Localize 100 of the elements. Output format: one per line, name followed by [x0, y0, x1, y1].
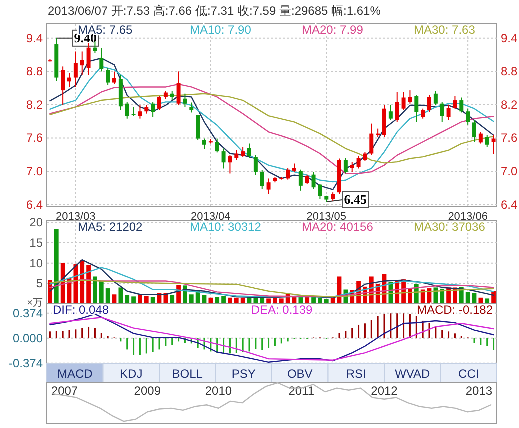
candlestick: [100, 48, 104, 72]
candlestick: [241, 146, 246, 158]
candlestick: [125, 102, 130, 120]
candlestick: [112, 71, 116, 85]
bar: [273, 298, 278, 304]
candlestick: [222, 148, 226, 170]
candlestick: [86, 42, 91, 76]
y2-tick-label: 7.0: [501, 164, 518, 179]
x-tick-label: 2010: [205, 384, 232, 398]
y-tick-label: 7.6: [26, 131, 44, 146]
x-tick-label: 2013/04: [191, 211, 231, 223]
bar: [279, 298, 284, 304]
text: KDJ: [120, 367, 143, 381]
x-tick-label: 2013/03: [56, 211, 96, 223]
bar: [222, 296, 226, 304]
bar: [189, 294, 194, 304]
candlestick: [428, 95, 432, 113]
text: MACD: [57, 367, 94, 381]
y-tick-label: 0.374: [12, 306, 44, 320]
candlestick: [170, 90, 174, 102]
candlestick: [408, 90, 412, 104]
candlestick: [286, 168, 290, 180]
y-tick-label: 8.2: [26, 98, 44, 112]
bar: [93, 276, 98, 304]
candlestick: [453, 96, 458, 110]
bar: [318, 298, 322, 304]
candlestick: [298, 169, 303, 192]
candlestick: [248, 143, 252, 159]
text: MA10: 7.90: [190, 23, 252, 37]
candlestick: [363, 152, 368, 162]
y2-tick-label: 7.6: [501, 131, 518, 146]
candlestick: [234, 150, 239, 161]
text: WVAD: [395, 367, 431, 381]
candlestick: [80, 51, 84, 76]
bar: [144, 296, 149, 304]
text: BOLL: [172, 367, 204, 381]
y-tick-label: 10: [30, 256, 44, 270]
bar: [118, 288, 124, 304]
text: MA20: 7.99: [302, 23, 364, 37]
text: MA30: 7.63: [414, 23, 476, 37]
candlestick: [254, 154, 258, 176]
y-tick-label: 5: [36, 276, 44, 291]
bar: [106, 288, 110, 304]
candlestick: [350, 162, 354, 173]
candlestick: [370, 123, 374, 156]
bar: [132, 296, 136, 304]
candlestick: [344, 158, 348, 174]
candlestick: [93, 41, 98, 54]
y-axis-title: ×万: [27, 298, 43, 309]
x-tick-label: 2013/06: [448, 211, 488, 223]
candlestick: [228, 154, 232, 174]
candlestick: [356, 155, 361, 170]
text: MA30: 37036: [414, 220, 486, 234]
y-tick-label: 8.8: [26, 64, 44, 79]
candlestick: [183, 93, 188, 108]
x-tick-label: 2012: [371, 384, 398, 398]
x-tick-label: 2013/05: [306, 211, 347, 223]
bar: [234, 298, 239, 304]
bar: [54, 229, 59, 304]
bar: [150, 297, 156, 304]
y-tick-label: 6.4: [26, 198, 44, 212]
candlestick: [446, 105, 451, 121]
text: RSI: [346, 367, 366, 381]
text: PSY: [232, 367, 256, 381]
candlestick: [466, 108, 470, 126]
bar: [240, 298, 246, 304]
candlestick: [132, 106, 136, 117]
candlestick: [190, 102, 194, 114]
bar: [208, 298, 214, 304]
candlestick: [158, 96, 162, 112]
x-tick-label: 2013: [466, 384, 493, 398]
series-label: MACD: -0.182: [416, 303, 494, 317]
candlestick: [260, 170, 264, 190]
candlestick: [151, 102, 156, 118]
bar: [170, 295, 175, 304]
bar: [478, 298, 484, 304]
candlestick: [402, 92, 406, 112]
text: OBV: [287, 367, 313, 381]
chart-title: 2013/06/07 开:7.53 高:7.66 低:7.31 收:7.59 量:29685 幅:1.61%: [48, 4, 382, 18]
candlestick: [106, 68, 110, 86]
bar: [254, 298, 258, 304]
candlestick: [74, 51, 78, 88]
y-tick-label: 20: [30, 216, 44, 230]
candlestick: [61, 66, 66, 106]
bar: [99, 281, 104, 304]
candlestick: [68, 72, 72, 88]
y2-tick-label: 9.4: [501, 31, 518, 46]
bar: [485, 298, 490, 304]
candlestick: [312, 172, 316, 190]
candlestick: [388, 104, 393, 121]
candlestick: [196, 115, 200, 141]
line-series: [50, 267, 494, 298]
candlestick: [460, 97, 464, 114]
bar: [260, 298, 265, 304]
y2-tick-label: 6.4: [501, 198, 518, 212]
y2-tick-label: 8.2: [501, 98, 518, 112]
candlestick: [434, 90, 438, 106]
bar: [305, 297, 310, 304]
y2-tick-label: 8.8: [501, 64, 518, 79]
y-tick-label: 15: [30, 236, 44, 250]
